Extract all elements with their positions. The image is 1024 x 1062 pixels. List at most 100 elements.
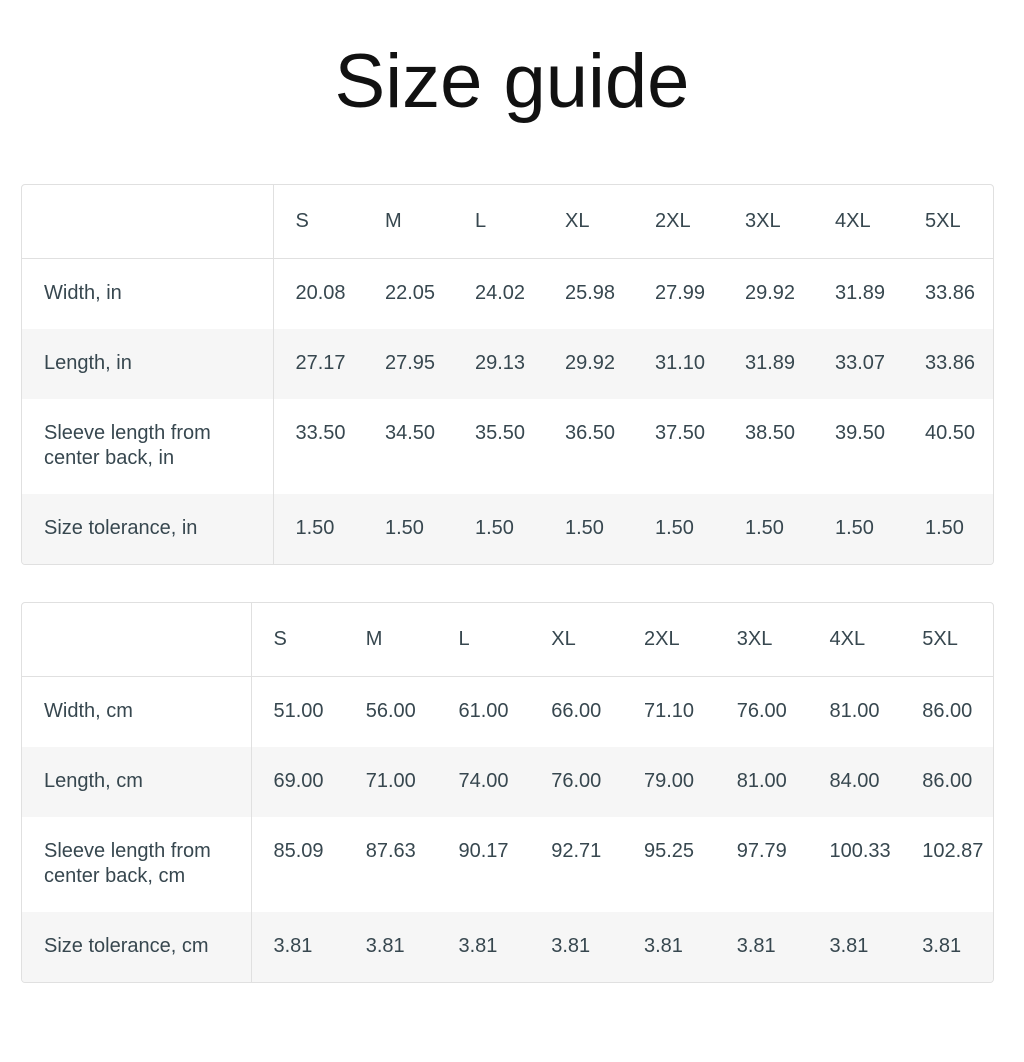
measurement-value: 33.07 — [835, 352, 886, 374]
measurement-value: 74.00 — [458, 770, 509, 792]
size-column-header: 4XL — [829, 628, 866, 650]
measurement-value: 22.05 — [385, 282, 436, 304]
measurement-value: 61.00 — [458, 700, 509, 722]
measurement-value: 95.25 — [644, 840, 695, 862]
size-column-header: 2XL — [644, 628, 680, 650]
row-label: Sleeve length from center back, cm — [22, 817, 252, 912]
measurement-value: 25.98 — [565, 282, 616, 304]
measurement-value: 3.81 — [273, 935, 313, 957]
measurement-value: 66.00 — [551, 700, 602, 722]
row-label: Size tolerance, cm — [22, 912, 252, 982]
measurement-value: 81.00 — [736, 770, 787, 792]
measurement-value: 87.63 — [365, 840, 416, 862]
measurement-value: 79.00 — [644, 770, 695, 792]
measurement-value: 1.50 — [925, 517, 964, 539]
measurement-value: 92.71 — [551, 840, 602, 862]
measurement-value: 81.00 — [829, 700, 880, 722]
size-column-header: S — [273, 628, 287, 650]
measurement-value: 3.81 — [458, 935, 498, 957]
measurement-row: Size tolerance, cm 3.81 3.81 3.81 3.81 3.81 3.… — [22, 912, 993, 982]
corner-cell — [22, 603, 252, 677]
measurement-row: Width, in 20.08 22.05 24.02 25.98 27.99 29.92 3… — [22, 258, 993, 329]
size-table-cm: S M L XL 2XL 3XL 4XL 5XL Width, cm 51.00 56.00 61.… — [21, 602, 994, 983]
size-table-head: S M L XL 2XL 3XL 4XL 5XL — [22, 185, 993, 259]
size-table-body: Width, cm 51.00 56.00 61.00 66.00 71.10 76.00 8… — [22, 676, 993, 982]
size-column-header: XL — [565, 210, 590, 232]
page-title: Size guide — [334, 39, 690, 124]
measurement-value: 84.00 — [829, 770, 880, 792]
measurement-value: 3.81 — [365, 935, 405, 957]
row-label: Size tolerance, in — [22, 494, 274, 564]
measurement-row: Length, in 27.17 27.95 29.13 29.92 31.10 31.89… — [22, 329, 993, 399]
size-column-header: L — [475, 210, 487, 232]
size-table-cm-table: S M L XL 2XL 3XL 4XL 5XL Width, cm 51.00 56.00 61.… — [22, 603, 993, 982]
measurement-value: 20.08 — [295, 282, 346, 304]
measurement-value: 27.17 — [295, 352, 346, 374]
size-table-body: Width, in 20.08 22.05 24.02 25.98 27.99 29.92 3… — [22, 258, 993, 564]
size-column-header: 4XL — [835, 210, 871, 232]
measurement-value: 27.95 — [385, 352, 436, 374]
size-table-head: S M L XL 2XL 3XL 4XL 5XL — [22, 603, 993, 677]
measurement-value: 3.81 — [551, 935, 591, 957]
row-label: Sleeve length from center back, in — [22, 399, 274, 494]
measurement-value: 37.50 — [655, 422, 706, 444]
measurement-value: 51.00 — [273, 700, 324, 722]
measurement-value: 56.00 — [365, 700, 416, 722]
measurement-row: Size tolerance, in 1.50 1.50 1.50 1.50 1.50 1.… — [22, 494, 993, 564]
header-row: S M L XL 2XL 3XL 4XL 5XL — [22, 185, 993, 259]
measurement-row: Length, cm 69.00 71.00 74.00 76.00 79.00 81.00… — [22, 747, 993, 817]
size-guide-page: Size guide S M L XL 2XL 3XL 4XL 5XL Width, in 20… — [0, 38, 1024, 1062]
size-table-inches: S M L XL 2XL 3XL 4XL 5XL Width, in 20.08 22.05 24.… — [21, 184, 994, 565]
size-column-header: 3XL — [736, 628, 773, 650]
measurement-row: Width, cm 51.00 56.00 61.00 66.00 71.10 76.00 8… — [22, 676, 993, 747]
measurement-value: 1.50 — [475, 517, 514, 539]
row-label: Length, cm — [22, 747, 252, 817]
measurement-value: 36.50 — [565, 422, 616, 444]
measurement-value: 33.50 — [295, 422, 346, 444]
measurement-row: Sleeve length from center back, cm 85.09 8… — [22, 817, 993, 912]
measurement-value: 76.00 — [736, 700, 787, 722]
measurement-value: 33.86 — [925, 352, 976, 374]
measurement-value: 29.92 — [745, 282, 796, 304]
measurement-value: 1.50 — [835, 517, 874, 539]
measurement-value: 3.81 — [736, 935, 776, 957]
measurement-value: 31.89 — [835, 282, 886, 304]
measurement-value: 27.99 — [655, 282, 706, 304]
measurement-value: 1.50 — [655, 517, 694, 539]
measurement-value: 71.00 — [365, 770, 416, 792]
measurement-value: 35.50 — [475, 422, 526, 444]
size-column-header: 3XL — [745, 210, 781, 232]
measurement-value: 39.50 — [835, 422, 886, 444]
measurement-value: 1.50 — [565, 517, 604, 539]
measurement-value: 69.00 — [273, 770, 324, 792]
size-column-header: 2XL — [655, 210, 691, 232]
measurement-value: 3.81 — [829, 935, 869, 957]
header-row: S M L XL 2XL 3XL 4XL 5XL — [22, 603, 993, 677]
measurement-value: 85.09 — [273, 840, 324, 862]
measurement-value: 31.89 — [745, 352, 796, 374]
measurement-value: 3.81 — [644, 935, 683, 957]
measurement-value: 33.86 — [925, 282, 976, 304]
size-column-header: L — [458, 628, 470, 650]
measurement-value: 100.33 — [829, 840, 891, 862]
measurement-value: 97.79 — [736, 840, 787, 862]
measurement-value: 29.13 — [475, 352, 526, 374]
measurement-value: 31.10 — [655, 352, 706, 374]
measurement-value: 90.17 — [458, 840, 509, 862]
size-column-header: 5XL — [925, 210, 961, 232]
row-label: Width, in — [22, 258, 274, 329]
measurement-row: Sleeve length from center back, in 33.50 3… — [22, 399, 993, 494]
measurement-value: 1.50 — [295, 517, 335, 539]
size-column-header: S — [295, 210, 309, 232]
size-column-header: M — [385, 210, 402, 232]
row-label: Width, cm — [22, 676, 252, 747]
size-column-header: 5XL — [922, 628, 958, 650]
measurement-value: 86.00 — [922, 700, 973, 722]
measurement-value: 1.50 — [385, 517, 424, 539]
measurement-value: 3.81 — [922, 935, 962, 957]
size-column-header: M — [365, 628, 383, 650]
row-label: Length, in — [22, 329, 274, 399]
size-table-inches-table: S M L XL 2XL 3XL 4XL 5XL Width, in 20.08 22.05 24.… — [22, 185, 993, 564]
measurement-value: 102.87 — [922, 840, 984, 862]
measurement-value: 38.50 — [745, 422, 796, 444]
